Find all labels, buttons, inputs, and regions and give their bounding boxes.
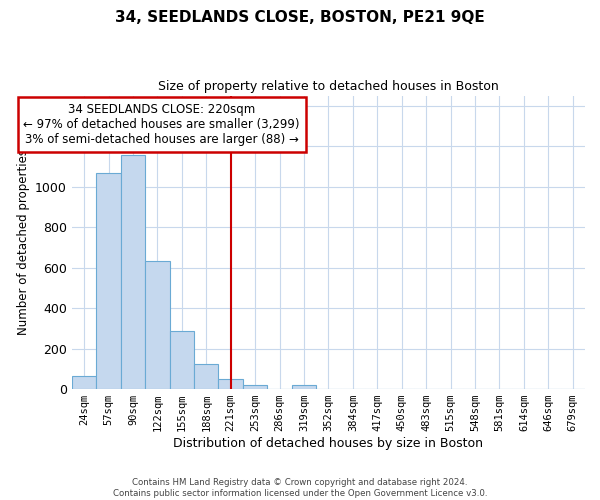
Title: Size of property relative to detached houses in Boston: Size of property relative to detached ho… — [158, 80, 499, 93]
Bar — [292, 385, 316, 389]
Bar — [194, 364, 218, 389]
Bar — [218, 379, 243, 389]
Bar — [72, 376, 97, 389]
Text: Contains HM Land Registry data © Crown copyright and database right 2024.
Contai: Contains HM Land Registry data © Crown c… — [113, 478, 487, 498]
Bar — [145, 260, 170, 389]
Y-axis label: Number of detached properties: Number of detached properties — [17, 150, 29, 336]
Bar — [170, 332, 194, 389]
Text: 34 SEEDLANDS CLOSE: 220sqm
← 97% of detached houses are smaller (3,299)
3% of se: 34 SEEDLANDS CLOSE: 220sqm ← 97% of deta… — [23, 103, 300, 146]
Bar — [243, 385, 268, 389]
X-axis label: Distribution of detached houses by size in Boston: Distribution of detached houses by size … — [173, 437, 484, 450]
Bar — [121, 156, 145, 389]
Bar — [97, 174, 121, 389]
Text: 34, SEEDLANDS CLOSE, BOSTON, PE21 9QE: 34, SEEDLANDS CLOSE, BOSTON, PE21 9QE — [115, 10, 485, 25]
